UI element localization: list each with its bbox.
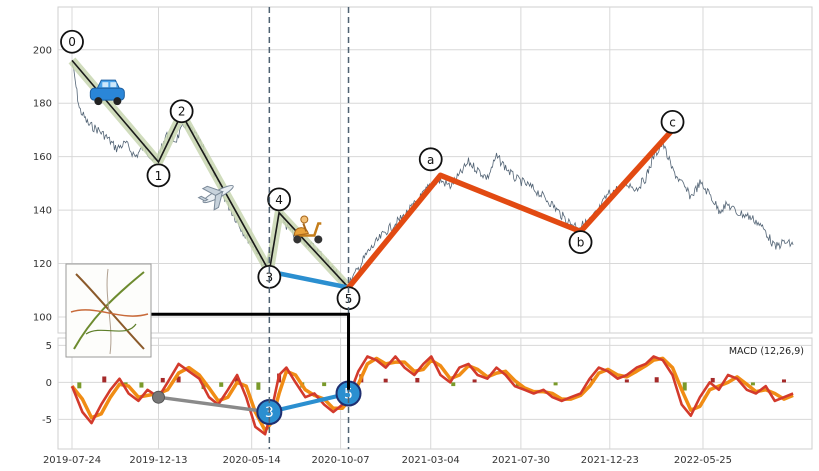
macd-histogram-bar [710, 377, 715, 383]
macd-panel: -5 0 5 2019-07-24 2019-12-13 2020-05-14 2020-1… [42, 337, 813, 466]
macd-histogram-bar [139, 382, 144, 388]
overlay-layer [65, 7, 351, 449]
airplane-icon [197, 184, 234, 211]
scooter-icon [293, 215, 323, 244]
wave-label-text: 2 [178, 105, 186, 119]
macd-histogram-bar [624, 379, 629, 383]
macd-histogram-bar [256, 382, 261, 390]
wave-3-5-connector [267, 269, 351, 290]
macd-histogram-bar [654, 377, 659, 383]
wave-label-text: 1 [155, 169, 163, 183]
macd-y-tick-label: 5 [46, 341, 52, 352]
wave-label-circle [60, 29, 84, 54]
price-panel: 100120140160180200012345abc [33, 6, 813, 334]
macd-histogram-bar [553, 382, 558, 386]
wave-label-text: c [669, 115, 676, 129]
macd-histogram-bar [176, 376, 181, 383]
price-y-tick-label: 160 [33, 152, 52, 163]
x-tick-label: 2022-05-25 [674, 455, 732, 466]
wave-label-text: a [427, 153, 434, 167]
macd-y-tick-label: 0 [46, 378, 52, 389]
macd-signal-line [70, 356, 794, 433]
macd-wave-marker-label: 5 [344, 387, 353, 403]
x-tick-label: 2020-10-07 [312, 455, 370, 466]
wave-label-circle [418, 147, 443, 172]
macd-histogram-bar [781, 379, 786, 383]
macd-histogram-bar [415, 377, 420, 383]
macd-wave-marker [151, 390, 165, 404]
wave-label-circle [660, 110, 685, 134]
x-tick-label: 2019-12-13 [129, 455, 187, 466]
macd-histogram-bar [219, 382, 224, 387]
macd-grey-connector [158, 395, 270, 414]
macd-histogram-bar [322, 382, 327, 387]
macd-histogram-bar [77, 382, 82, 389]
wave-label-text: 0 [68, 35, 76, 49]
macd-histogram-bar [102, 376, 107, 383]
macd-line [70, 355, 794, 436]
corrective-wave-line [345, 127, 676, 291]
wave-label-circle [568, 230, 593, 255]
macd-legend: MACD (12,26,9) [729, 346, 804, 357]
wave-label-circle [146, 163, 171, 188]
wave-label-circle [267, 187, 291, 212]
x-tick-label: 2021-12-23 [581, 455, 639, 466]
macd-histogram-bar [682, 382, 687, 391]
price-y-tick-label: 200 [33, 45, 52, 56]
x-tick-label: 2021-07-30 [492, 455, 550, 466]
price-y-tick-label: 120 [33, 259, 52, 270]
price-y-tick-label: 140 [33, 206, 52, 217]
macd-histogram-bar [750, 382, 755, 386]
wave-label-text: b [577, 236, 585, 250]
macd-blue-connector [268, 391, 349, 414]
wave-label-text: 4 [275, 193, 283, 207]
inset-thumbnail [65, 263, 152, 358]
macd-plot-area [57, 337, 813, 450]
wave5-connector [150, 312, 351, 390]
wave-label-circle [169, 99, 194, 124]
x-tick-label: 2020-05-14 [223, 455, 281, 466]
car-icon [89, 79, 125, 106]
macd-histogram-bar [160, 377, 165, 383]
x-tick-label: 2019-07-24 [43, 455, 101, 466]
macd-histogram-bar [472, 379, 477, 383]
macd-y-tick-label: -5 [42, 415, 52, 426]
macd-histogram-bar [235, 377, 240, 383]
macd-histogram-bar [383, 378, 388, 383]
x-tick-label: 2021-03-04 [402, 455, 460, 466]
price-y-tick-label: 100 [33, 312, 52, 323]
macd-histogram-bar [451, 382, 456, 387]
price-y-tick-label: 180 [33, 99, 52, 110]
